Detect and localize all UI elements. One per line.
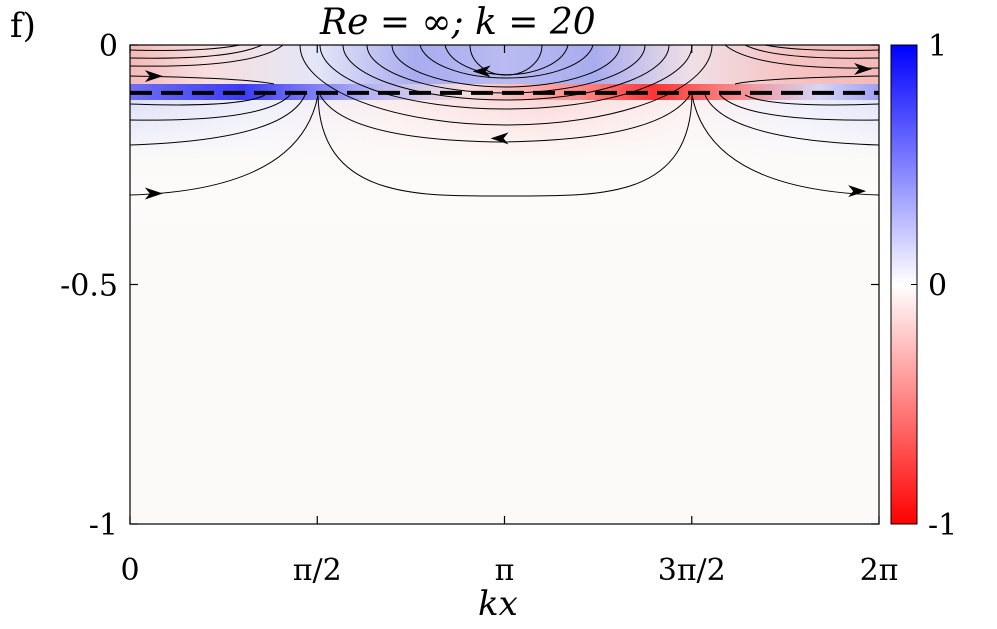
x-tick-label: 2π bbox=[860, 553, 899, 588]
x-tick-label: 3π/2 bbox=[658, 553, 726, 588]
panel-label: f) bbox=[10, 6, 36, 46]
y-tick-label: -0.5 bbox=[60, 269, 118, 304]
vorticity-field bbox=[130, 45, 879, 240]
streamline-arrow bbox=[848, 185, 867, 198]
streamline-arrow bbox=[490, 132, 509, 145]
chart-title: Re = ∞; k = 20 bbox=[320, 2, 596, 43]
y-ticks: 0 -0.5 -1 bbox=[60, 29, 879, 543]
colorbar-tick-label: 1 bbox=[928, 29, 947, 64]
x-tick-label: π/2 bbox=[293, 553, 342, 588]
x-tick-label: π bbox=[495, 553, 515, 588]
y-tick-label: 0 bbox=[99, 29, 118, 64]
colorbar-ticks: 1 0 -1 bbox=[911, 29, 957, 543]
y-tick-label: -1 bbox=[89, 508, 118, 543]
streamline-arrow bbox=[144, 70, 163, 83]
colorbar-tick-label: 0 bbox=[928, 269, 947, 304]
streamline-arrows bbox=[144, 62, 873, 200]
streamline-arrow bbox=[472, 65, 491, 78]
x-ticks: 0 π/2 π 3π/2 2π bbox=[120, 45, 898, 588]
x-axis-label: kx bbox=[478, 584, 518, 624]
streamline-arrow bbox=[144, 187, 163, 200]
streamline-arrow bbox=[854, 62, 873, 75]
x-tick-label: 0 bbox=[120, 553, 139, 588]
colorbar-tick-label: -1 bbox=[928, 508, 957, 543]
